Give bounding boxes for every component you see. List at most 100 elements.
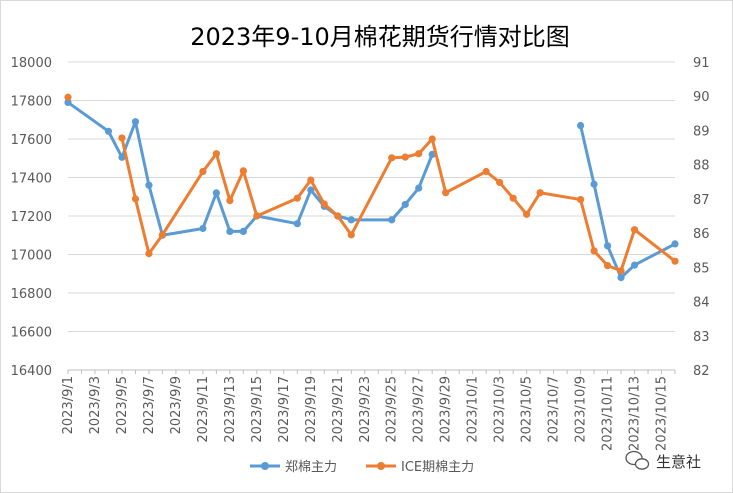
data-point <box>415 184 423 192</box>
data-point <box>576 195 585 204</box>
x-tick-label: 2023/9/5 <box>115 376 130 434</box>
data-point <box>199 224 207 233</box>
data-point <box>118 153 126 161</box>
data-point <box>145 181 153 189</box>
x-tick-label: 2023/9/9 <box>169 376 184 434</box>
data-point <box>104 127 113 135</box>
x-tick-label: 2023/10/5 <box>520 376 535 443</box>
x-tick-label: 2023/9/27 <box>412 376 427 443</box>
data-point <box>307 186 315 194</box>
data-point <box>307 176 315 184</box>
x-tick-label: 2023/9/21 <box>331 376 346 443</box>
data-point <box>145 250 153 258</box>
x-tick-label: 2023/9/7 <box>142 376 157 434</box>
x-tick-label: 2023/9/15 <box>250 376 265 443</box>
data-point <box>603 262 612 270</box>
data-point <box>388 154 396 162</box>
data-point <box>347 216 355 224</box>
y-left-tick-label: 16800 <box>11 287 52 302</box>
data-point <box>617 274 625 282</box>
series-layer <box>64 93 679 282</box>
y-right-tick-label: 84 <box>693 296 710 311</box>
data-point <box>509 194 517 202</box>
data-point <box>239 167 247 175</box>
y-right-tick-label: 82 <box>693 364 710 379</box>
chart-title: 2023年9-10月棉花期货行情对比图 <box>190 23 570 51</box>
y-left-tick-label: 17200 <box>11 210 52 225</box>
data-point <box>199 167 207 176</box>
data-point <box>388 216 396 224</box>
data-point <box>428 135 436 143</box>
data-point <box>590 180 598 188</box>
data-point <box>293 220 301 228</box>
series-line <box>579 125 676 280</box>
y-right-tick-label: 83 <box>693 330 710 345</box>
x-tick-label: 2023/9/13 <box>223 376 238 443</box>
x-tick-label: 2023/9/17 <box>277 376 292 443</box>
data-point <box>482 167 490 176</box>
data-point <box>239 227 247 235</box>
data-point <box>617 267 625 275</box>
data-point <box>253 212 261 220</box>
data-point <box>671 257 679 265</box>
y-left-tick-label: 17800 <box>11 95 52 110</box>
data-point <box>671 240 679 248</box>
data-point <box>212 150 220 158</box>
data-point <box>442 189 450 197</box>
data-point <box>590 247 598 255</box>
x-tick-label: 2023/9/11 <box>196 376 211 443</box>
x-tick-label: 2023/9/3 <box>88 376 103 434</box>
x-tick-label: 2023/9/19 <box>304 376 319 443</box>
data-point <box>496 178 504 187</box>
y-right-tick-label: 85 <box>693 261 710 276</box>
series-ice <box>64 93 679 275</box>
watermark: 生意社 <box>625 450 701 471</box>
data-point <box>334 212 342 220</box>
x-tick-label: 2023/10/3 <box>493 376 508 443</box>
series-line <box>67 101 434 237</box>
data-point <box>630 261 639 269</box>
y-left-tick-label: 16400 <box>11 364 52 379</box>
data-point <box>630 226 639 234</box>
y-left-tick-label: 18000 <box>11 56 52 71</box>
watermark-text: 生意社 <box>656 453 701 471</box>
data-point <box>347 231 355 239</box>
data-point <box>603 242 612 250</box>
y-right-tick-label: 86 <box>693 227 710 242</box>
x-tick-label: 2023/9/23 <box>358 376 373 443</box>
data-point <box>428 150 436 158</box>
x-tick-label: 2023/10/13 <box>628 376 643 451</box>
wechat-icon <box>625 450 650 470</box>
y-right-tick-label: 89 <box>693 124 710 139</box>
data-point <box>131 195 140 203</box>
y-left-tick-label: 17600 <box>11 133 52 148</box>
y-left-tick-label: 16600 <box>11 326 52 341</box>
data-point <box>118 134 126 142</box>
y-right-tick-label: 87 <box>693 193 710 208</box>
y-right-tick-label: 91 <box>693 56 710 71</box>
data-point <box>536 189 544 197</box>
data-point <box>64 93 72 101</box>
data-point <box>226 197 234 205</box>
x-tick-label: 2023/10/7 <box>547 376 562 443</box>
data-point <box>131 118 140 126</box>
data-point <box>401 200 409 209</box>
x-tick-label: 2023/10/9 <box>574 376 589 443</box>
data-point <box>576 121 585 130</box>
data-point <box>293 194 301 202</box>
legend: 郑棉主力 ICE期棉主力 <box>250 460 474 475</box>
data-point <box>523 210 531 218</box>
legend-label-zheng: 郑棉主力 <box>285 460 337 475</box>
x-tick-label: 2023/10/11 <box>601 376 616 451</box>
legend-label-ice: ICE期棉主力 <box>401 460 474 475</box>
legend-marker-zheng <box>261 462 269 470</box>
data-point <box>415 150 423 158</box>
y-right-tick-label: 90 <box>693 90 710 105</box>
x-tick-label: 2023/9/25 <box>385 376 400 443</box>
x-tick-label: 2023/9/29 <box>439 376 454 443</box>
data-point <box>320 200 328 208</box>
x-tick-label: 2023/10/15 <box>655 376 670 451</box>
data-point <box>212 189 220 197</box>
x-tick-label: 2023/9/1 <box>61 376 76 434</box>
